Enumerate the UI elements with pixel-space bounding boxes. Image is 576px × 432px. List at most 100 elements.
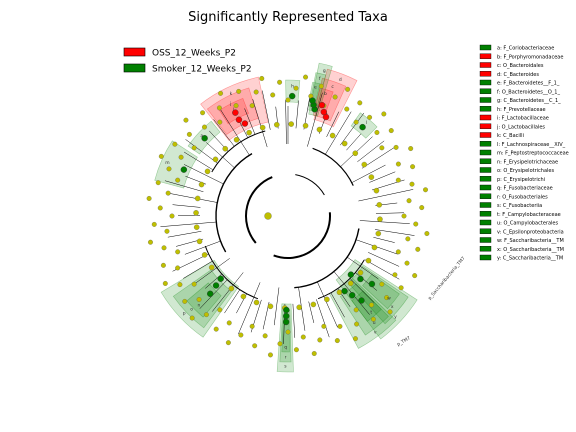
clade-key-label-p: p: C_Erysipelotrichi [497,177,545,183]
tree-node [367,114,373,120]
clade-key-swatch-y [479,254,492,261]
tree-node [424,231,430,236]
tree-branch-67 [262,90,271,130]
tree-node [412,273,418,279]
tree-node [175,265,181,271]
tree-branch-30 [317,281,338,328]
tree-branch-24 [346,256,379,279]
clade-key-swatch-t [479,211,492,217]
tree-node [165,190,171,196]
tree-nodes [146,74,430,358]
tree-node [249,323,255,329]
tree-node [347,280,354,287]
tree-node [189,315,195,321]
tree-node [240,293,247,300]
tree-node [146,196,152,201]
tree-node [332,94,338,100]
tree-node [374,130,380,135]
tree-node [177,282,183,288]
clade-letter-o: o [190,308,193,313]
tree-branch-5 [326,111,340,138]
tree-node [334,338,340,344]
tree-node [345,86,351,92]
tree-node [344,106,350,112]
tree-branch-53 [172,204,201,208]
tree-node [175,249,181,255]
tree-branch-17 [375,212,404,214]
clade-key-swatch-k [479,132,492,138]
tree-node [318,83,324,89]
significant-node-r [283,312,290,320]
tree-node [201,252,208,258]
tree-branch-58 [183,151,214,171]
tree-node [316,126,323,133]
group-legend: OSS_12_Weeks_P2 Smoker_12_Weeks_P2 [123,47,252,75]
tree-arc-4 [294,228,360,289]
tree-node [193,224,200,230]
clade-key-label-f: f: O_Bacteroidetes__O_1_ [497,89,560,95]
tree-node [405,236,411,242]
clade-key-label-m: m: F_Peptostreptococcaceae [497,151,569,157]
tree-node [208,264,215,271]
tree-node [249,103,255,109]
clade-letter-b: b [324,91,327,97]
significant-node-i [232,109,239,116]
tree-node [216,105,222,111]
tree-node [387,309,393,315]
tree-node [178,154,184,160]
clade-letter-n: n [197,304,200,309]
group-legend-label: OSS_12_Weeks_P2 [152,49,236,59]
clade-key-swatch-s [479,202,492,208]
significant-node-l [359,123,366,131]
tree-node [200,110,206,116]
tree-node [336,289,343,296]
tree-node [357,100,363,106]
clade-key-swatch-u [479,219,492,226]
tree-branch-59 [185,139,218,164]
tree-arc-6 [211,130,266,173]
tree-branch-57 [183,164,224,185]
clade-key-swatch-q [479,184,492,191]
clade-key-label-u: u: O_Campylobacterales [497,221,558,227]
tree-arc-5 [312,147,354,186]
significant-node-y [347,271,355,278]
tree-node [191,145,197,151]
tree-node [212,156,219,163]
tree-branch-33 [298,287,306,331]
tree-node [337,323,343,329]
clade-key-swatch-c [479,62,492,68]
tree-node [395,177,401,183]
tree-branch-60 [206,142,235,169]
tree-node [317,337,323,343]
tree-node [392,272,398,278]
group-legend-label: Smoker_12_Weeks_P2 [152,65,252,75]
tree-node [218,90,224,96]
tree-branch-6 [325,111,352,155]
tree-node [268,352,273,358]
tree-node [395,161,401,167]
tree-node [162,280,168,286]
tree-node [398,285,404,291]
tree-branch-54 [168,192,218,203]
tree-node [353,307,359,313]
tree-arc-1 [273,212,331,259]
clade-key-swatch-e [479,79,492,86]
tree-node [161,245,167,251]
significant-node-t [358,297,365,304]
tree-node [368,174,375,180]
tree-node [194,195,201,202]
tree-node [233,136,240,143]
tree-node [352,150,359,157]
clade-letter-r: r [285,354,287,360]
tree-node [155,180,161,186]
tree-node [259,124,266,131]
tree-node [370,316,376,322]
phylum-label-tm7: p_TM7 [396,335,412,348]
tree-branch-7 [340,112,365,146]
tree-node [270,92,276,98]
tree-arc-2 [295,174,325,196]
tree-node [369,302,374,308]
tree-node [288,121,294,127]
significant-node-n [207,290,214,297]
tree-branch-12 [351,164,386,183]
